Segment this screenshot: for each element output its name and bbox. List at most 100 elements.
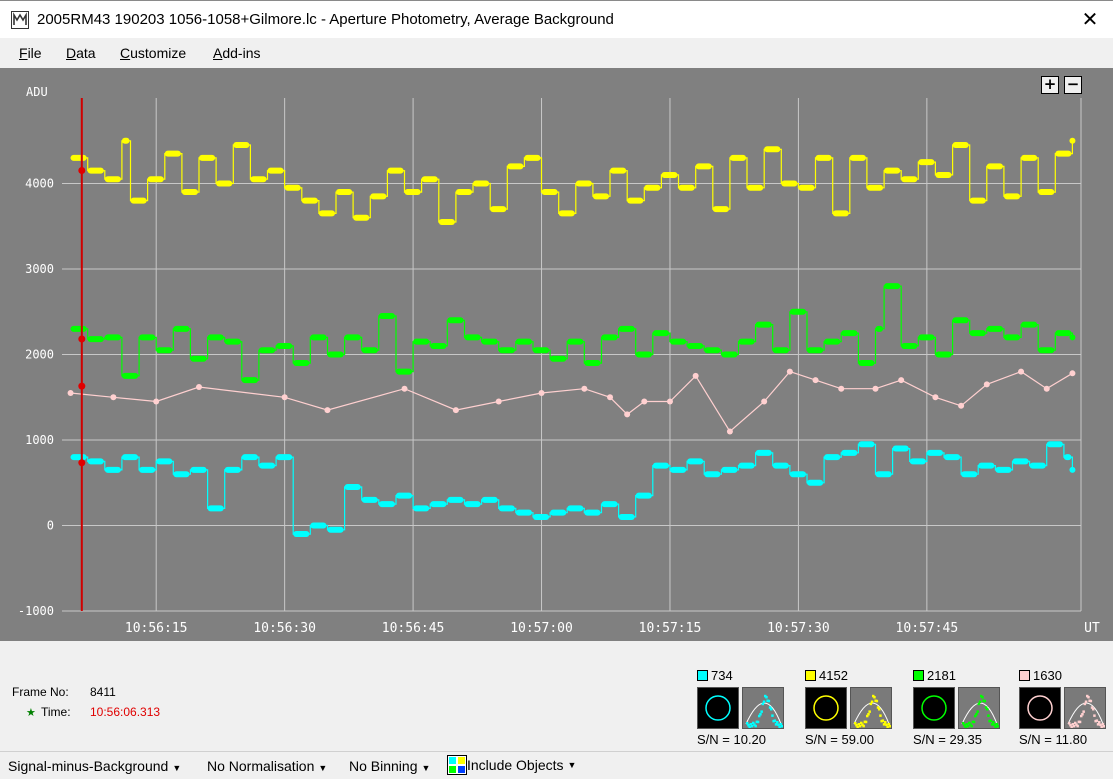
cursor-marker [78,167,86,175]
data-point [952,317,969,324]
psf-thumbnail [742,687,784,729]
data-point [241,377,258,384]
data-point [156,458,173,465]
data-point [361,347,378,354]
data-point [1055,150,1072,157]
data-point [464,501,481,508]
object-color-swatch[interactable] [1019,670,1030,681]
data-point [983,381,990,388]
psf-thumbnail [958,687,1000,729]
data-point [233,142,250,149]
data-point [344,484,361,491]
object-color-swatch[interactable] [697,670,708,681]
include-objects-dropdown[interactable]: Include Objects ▼ [447,755,576,775]
series-3 [67,368,1076,435]
data-point [661,171,678,178]
series-2 [70,283,1076,384]
objects-grid-icon [447,755,467,775]
series-line [70,443,1073,535]
data-point [875,325,884,332]
data-point [190,355,207,362]
data-point [969,197,986,204]
y-tick-label: 0 [47,519,54,533]
data-point [156,347,173,354]
data-point [301,197,318,204]
data-point [584,509,601,516]
data-point [764,146,781,153]
data-point [153,398,160,405]
data-point [241,454,258,461]
data-point [250,176,267,183]
data-point [1069,334,1076,341]
data-point [558,210,575,217]
data-point [207,334,224,341]
menu-add-ins[interactable]: Add-ins [213,45,261,61]
data-point [918,334,935,341]
data-point [413,505,430,512]
data-point [789,308,806,315]
series-4 [70,441,1076,538]
data-point [532,347,550,354]
x-axis-label: UT [1084,621,1100,636]
data-point [370,193,387,200]
data-point [687,342,704,349]
object-color-swatch[interactable] [913,670,924,681]
data-point [841,449,858,456]
psf-profile-icon [1067,694,1106,729]
data-point [1069,137,1076,144]
data-point [575,180,592,187]
menu-file[interactable]: File [19,45,42,61]
data-point [641,398,648,405]
data-point [695,163,712,170]
data-point [473,180,490,187]
light-curve-chart[interactable]: -1000 0 1000 2000 3000 4000 10:56:15 10:56:30 10… [0,68,1113,641]
binning-dropdown[interactable]: No Binning ▼ [349,758,431,774]
data-point [875,471,892,478]
data-point [495,398,502,405]
data-point [704,347,721,354]
time-star-icon: ★ [26,707,36,719]
data-point [70,454,87,461]
x-tick-label: 10:57:15 [639,621,702,636]
data-point [858,360,875,367]
signal-mode-dropdown[interactable]: Signal-minus-Background ▼ [8,758,182,774]
y-tick-label: -1000 [18,604,54,618]
close-icon[interactable]: ✕ [1081,9,1099,31]
data-point [318,210,336,217]
data-point [361,496,378,503]
data-point [1069,466,1076,473]
zoom-out-button[interactable]: − [1064,76,1082,94]
data-point [452,407,459,414]
app-icon [11,11,29,29]
data-point [490,206,507,213]
frame-label: Frame No: [12,685,69,699]
data-point [1021,321,1038,328]
object-color-swatch[interactable] [805,670,816,681]
cursor-marker [78,335,86,343]
data-point [798,184,815,191]
data-point [498,347,515,354]
data-point [669,338,687,345]
menu-customize[interactable]: Customize [120,45,187,61]
data-point [995,466,1012,473]
data-point [430,342,447,349]
data-point [747,184,764,191]
menu-data[interactable]: Data [66,45,96,61]
light-curve-plot[interactable]: -1000 0 1000 2000 3000 4000 10:56:15 10:56:30 10… [0,68,1113,641]
data-point [726,428,733,435]
zoom-in-button[interactable]: + [1041,76,1059,94]
data-point [786,368,793,375]
data-point [481,338,498,345]
data-point [872,385,879,392]
window-title: 2005RM43 190203 1056-1058+Gilmore.lc - A… [37,11,614,28]
data-point [327,526,344,533]
data-point [935,171,952,178]
info-panel: Frame No: 8411 ★ Time: 10:56:06.313 734 S… [0,641,1113,751]
data-point [772,347,789,354]
object-value: 1630 [1033,668,1062,683]
data-point [87,336,104,343]
x-tick-label: 10:56:30 [253,621,316,636]
normalisation-dropdown[interactable]: No Normalisation ▼ [207,758,328,774]
data-point [284,184,301,191]
signal-to-noise: S/N = 10.20 [697,732,767,747]
